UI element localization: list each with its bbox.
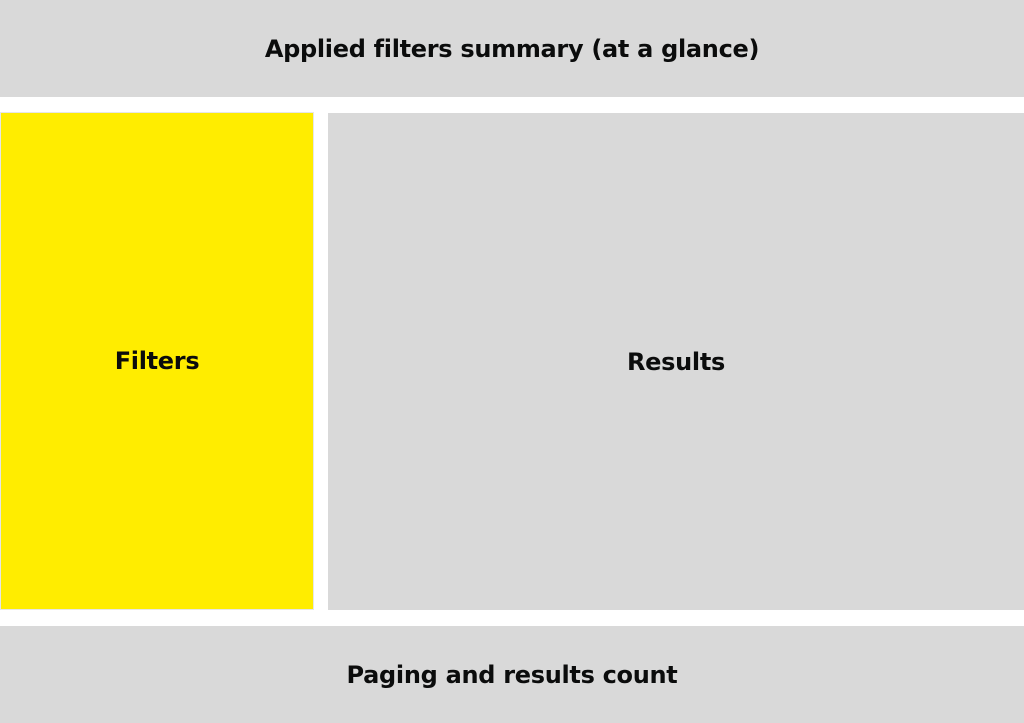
filters-region: Filters — [0, 112, 314, 610]
applied-filters-summary-label: Applied filters summary (at a glance) — [264, 34, 760, 63]
results-region: Results — [328, 113, 1024, 610]
paging-results-count-label: Paging and results count — [346, 660, 678, 689]
results-label: Results — [626, 347, 725, 376]
paging-results-count-region: Paging and results count — [0, 626, 1024, 723]
filters-label: Filters — [114, 347, 200, 375]
applied-filters-summary-region: Applied filters summary (at a glance) — [0, 0, 1024, 97]
